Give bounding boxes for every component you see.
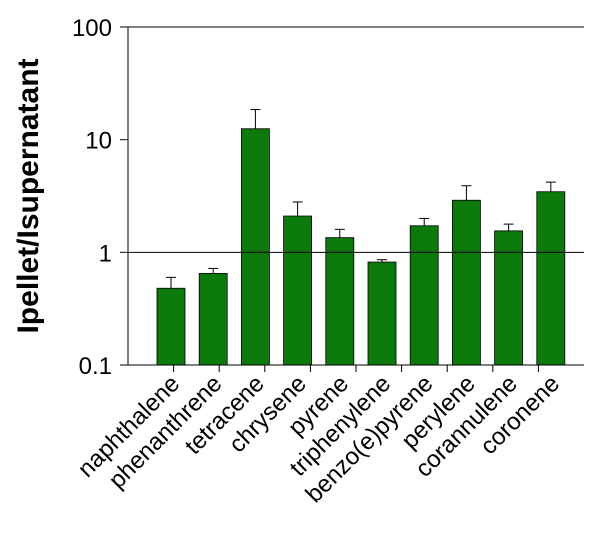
bar <box>536 191 566 366</box>
y-tick-label: 0.1 <box>79 353 112 380</box>
y-tick-label: 1 <box>99 240 112 267</box>
bar <box>494 230 524 366</box>
y-tick-label: 10 <box>85 128 112 155</box>
bar <box>367 261 397 366</box>
bar <box>325 237 355 366</box>
bars-layer <box>156 128 566 366</box>
bar <box>198 273 228 366</box>
bar <box>156 287 186 366</box>
error-bars-layer <box>166 109 556 289</box>
y-ticks-layer: 0.1 1 10 100 <box>72 15 128 380</box>
y-tick-label: 100 <box>72 15 112 42</box>
bar <box>283 215 313 366</box>
y-axis-title: Ipellet/Isupernatant <box>12 58 45 333</box>
bar <box>409 225 439 366</box>
bar <box>451 199 481 366</box>
x-ticks-layer: naphthalenephenanthrenetetracenechrysene… <box>73 365 565 508</box>
bar <box>240 128 270 366</box>
